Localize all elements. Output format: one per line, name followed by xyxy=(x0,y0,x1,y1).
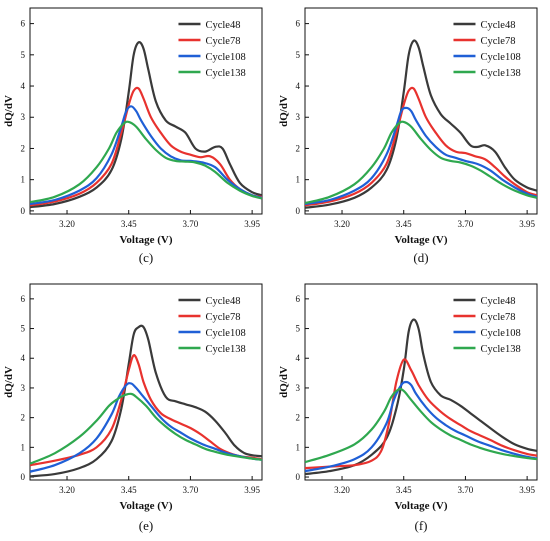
series-line-cycle78 xyxy=(30,354,262,467)
x-tick-label: 3.20 xyxy=(59,485,75,495)
plot-frame xyxy=(29,283,263,481)
x-axis-label: Voltage (V) xyxy=(394,500,447,512)
y-tick-label: 2 xyxy=(21,143,26,153)
plot-frame xyxy=(304,283,538,481)
y-tick-label: 6 xyxy=(296,19,301,29)
x-tick-label: 3.95 xyxy=(519,219,535,229)
x-tick-label: 3.95 xyxy=(244,219,260,229)
legend-entry-cycle78: Cycle78 xyxy=(480,36,515,47)
legend-entry-cycle138: Cycle138 xyxy=(205,344,245,355)
y-tick-label: 0 xyxy=(21,206,26,216)
panel-label: (e) xyxy=(139,518,153,533)
series-line-cycle78 xyxy=(305,86,537,207)
x-tick-label: 3.95 xyxy=(244,485,260,495)
series-line-cycle48 xyxy=(30,324,262,478)
y-tick-label: 1 xyxy=(296,175,301,185)
x-tick-label: 3.45 xyxy=(396,485,412,495)
y-axis-label: dQ/dV xyxy=(278,366,290,398)
x-axis-label: Voltage (V) xyxy=(119,500,172,512)
y-tick-label: 4 xyxy=(296,353,301,363)
legend-entry-cycle108: Cycle108 xyxy=(480,328,520,339)
legend-entry-cycle78: Cycle78 xyxy=(205,312,240,323)
chart-panel-f: 0 1 2 3 4 5 6 3.20 3.45 3.70 3.95 Voltage (V) dQ/dV C… xyxy=(278,283,538,533)
x-tick-label: 3.45 xyxy=(121,485,137,495)
y-tick-label: 2 xyxy=(21,413,26,423)
x-tick-label: 3.45 xyxy=(121,219,137,229)
y-tick-label: 6 xyxy=(21,294,26,304)
chart-panel-c: 0 1 2 3 4 5 6 3.20 3.45 3.70 3.95 Voltage (V) dQ/dV C… xyxy=(3,7,263,265)
x-tick-label: 3.95 xyxy=(519,485,535,495)
series-line-cycle138 xyxy=(30,392,262,465)
y-tick-label: 1 xyxy=(21,175,26,185)
y-tick-label: 5 xyxy=(21,50,26,60)
x-tick-label: 3.45 xyxy=(396,219,412,229)
series-line-cycle108 xyxy=(305,106,537,206)
x-tick-label: 3.70 xyxy=(458,485,474,495)
y-tick-label: 3 xyxy=(296,383,301,393)
y-tick-label: 2 xyxy=(296,143,301,153)
y-tick-label: 0 xyxy=(296,206,301,216)
panel-label: (c) xyxy=(139,250,153,265)
y-tick-label: 6 xyxy=(296,294,301,304)
legend-entry-cycle48: Cycle48 xyxy=(205,296,240,307)
x-axis-label: Voltage (V) xyxy=(119,234,172,246)
x-tick-label: 3.20 xyxy=(59,219,75,229)
y-tick-label: 5 xyxy=(21,324,26,334)
panel-label: (f) xyxy=(415,518,428,533)
legend-entry-cycle48: Cycle48 xyxy=(480,296,515,307)
y-tick-label: 4 xyxy=(21,81,26,91)
y-tick-label: 2 xyxy=(296,413,301,423)
series-line-cycle138 xyxy=(30,120,262,204)
y-tick-label: 3 xyxy=(21,383,26,393)
series-line-cycle108 xyxy=(305,380,537,473)
y-tick-label: 3 xyxy=(21,112,26,122)
series-line-cycle48 xyxy=(305,39,537,209)
series-line-cycle48 xyxy=(305,318,537,476)
series-line-cycle48 xyxy=(30,41,262,209)
series-line-cycle78 xyxy=(30,86,262,207)
plot-frame xyxy=(304,7,538,215)
x-tick-label: 3.70 xyxy=(458,219,474,229)
x-tick-label: 3.70 xyxy=(183,219,199,229)
plot-frame xyxy=(29,7,263,215)
legend-entry-cycle78: Cycle78 xyxy=(205,36,240,47)
y-tick-label: 0 xyxy=(21,472,26,482)
panel-label: (d) xyxy=(413,250,428,265)
x-tick-label: 3.20 xyxy=(334,219,350,229)
series-line-cycle138 xyxy=(305,120,537,205)
y-tick-label: 5 xyxy=(296,324,301,334)
y-tick-label: 5 xyxy=(296,50,301,60)
y-axis-label: dQ/dV xyxy=(278,95,290,127)
legend-entry-cycle78: Cycle78 xyxy=(480,312,515,323)
y-tick-label: 4 xyxy=(21,353,26,363)
x-tick-label: 3.70 xyxy=(183,485,199,495)
y-tick-label: 1 xyxy=(21,442,26,452)
series-line-cycle108 xyxy=(30,105,262,206)
y-axis-label: dQ/dV xyxy=(3,366,15,398)
legend-entry-cycle138: Cycle138 xyxy=(480,68,520,79)
series-line-cycle108 xyxy=(30,382,262,473)
y-tick-label: 1 xyxy=(296,442,301,452)
legend-entry-cycle48: Cycle48 xyxy=(205,20,240,31)
legend-entry-cycle138: Cycle138 xyxy=(205,68,245,79)
y-tick-label: 0 xyxy=(296,472,301,482)
y-tick-label: 3 xyxy=(296,112,301,122)
legend-entry-cycle108: Cycle108 xyxy=(205,52,245,63)
chart-panel-d: 0 1 2 3 4 5 6 3.20 3.45 3.70 3.95 Voltage (V) dQ/dV C… xyxy=(278,7,538,265)
series-line-cycle138 xyxy=(305,387,537,464)
y-axis-label: dQ/dV xyxy=(3,95,15,127)
y-tick-label: 6 xyxy=(21,19,26,29)
x-axis-label: Voltage (V) xyxy=(394,234,447,246)
legend-entry-cycle48: Cycle48 xyxy=(480,20,515,31)
x-tick-label: 3.20 xyxy=(334,485,350,495)
legend-entry-cycle108: Cycle108 xyxy=(480,52,520,63)
legend-entry-cycle108: Cycle108 xyxy=(205,328,245,339)
series-line-cycle78 xyxy=(305,358,537,470)
chart-panel-e: 0 1 2 3 4 5 6 3.20 3.45 3.70 3.95 Voltage (V) dQ/dV C… xyxy=(3,283,263,533)
y-tick-label: 4 xyxy=(296,81,301,91)
legend-entry-cycle138: Cycle138 xyxy=(480,344,520,355)
